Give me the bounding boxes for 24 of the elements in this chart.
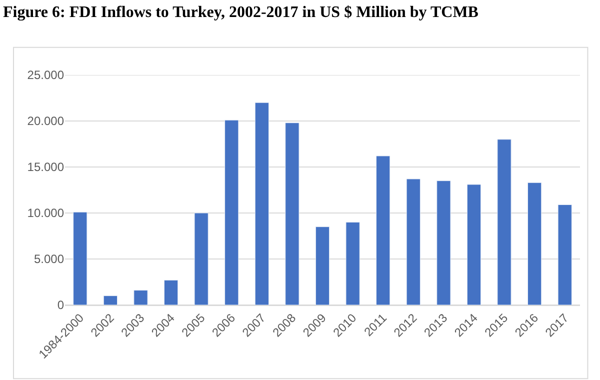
y-tick-label: 15.000 xyxy=(27,160,64,174)
bar xyxy=(103,296,118,305)
bar xyxy=(194,212,208,305)
bar xyxy=(558,204,572,305)
bar xyxy=(73,212,88,305)
bar xyxy=(254,102,269,305)
y-tick-label: 25.000 xyxy=(27,68,64,82)
bar xyxy=(315,226,330,305)
bar xyxy=(346,222,360,305)
bar xyxy=(466,184,482,305)
bar xyxy=(436,180,451,305)
chart-title: Figure 6: FDI Inflows to Turkey, 2002-2017 in US $ Million by TCMB xyxy=(3,4,479,21)
y-tick-label: 0 xyxy=(57,298,64,312)
bar xyxy=(224,120,239,305)
bar xyxy=(285,122,300,305)
bar xyxy=(497,139,512,305)
bar xyxy=(527,182,542,305)
bar xyxy=(164,280,178,305)
bar xyxy=(376,156,390,305)
bar xyxy=(134,290,148,305)
bar xyxy=(406,178,420,305)
y-tick-label: 10.000 xyxy=(27,206,64,220)
y-tick-label: 5.000 xyxy=(34,252,64,266)
y-tick-label: 20.000 xyxy=(27,114,64,128)
